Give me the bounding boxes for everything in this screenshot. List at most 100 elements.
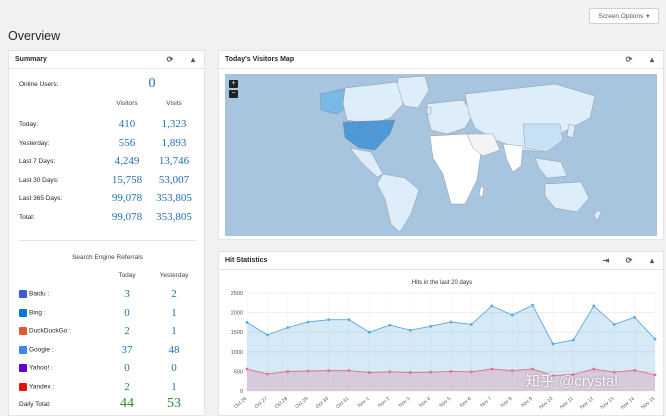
- online-users-label: Online Users:: [19, 81, 59, 88]
- data-point: [572, 338, 575, 342]
- data-point: [612, 370, 616, 374]
- hits-header: Hit Statistics ⇥ ⟳ ▴: [219, 252, 663, 270]
- se-yesterday-value: 1: [171, 306, 177, 319]
- stat-row-visitors: 556: [118, 136, 136, 149]
- search-engine-row: Yahoo! :: [19, 364, 53, 372]
- data-point: [490, 304, 494, 308]
- map-title: Today's Visitors Map: [225, 56, 295, 63]
- search-engine-icon: [19, 345, 27, 354]
- se-today-header: Today: [118, 272, 136, 279]
- refresh-icon[interactable]: ⟳: [625, 256, 633, 265]
- stat-row-visitors: 410: [118, 118, 136, 130]
- se-today-value: 0: [124, 306, 130, 319]
- search-engine-referrals-title: Search Engine Referrals: [72, 254, 143, 261]
- world-map[interactable]: + −: [225, 74, 657, 236]
- summary-header: Summary ⟳ ▴: [9, 51, 204, 69]
- y-tick-label: 2500: [231, 291, 243, 297]
- x-tick-label: Nov 7: [479, 396, 493, 409]
- series-area: [247, 369, 655, 391]
- search-engine-label: Google :: [29, 346, 54, 354]
- data-point: [388, 370, 392, 374]
- x-tick-label: Nov 1: [357, 396, 371, 409]
- stat-row-visits: 1,323: [161, 118, 187, 130]
- data-point: [429, 324, 432, 328]
- screen-options-label: Screen Options: [598, 12, 644, 20]
- data-point: [449, 370, 453, 373]
- x-tick-label: Oct 31: [335, 396, 350, 410]
- data-point: [368, 371, 371, 374]
- map-region-new-zealand: [593, 209, 602, 221]
- search-engine-row: Yandex :: [19, 382, 54, 391]
- data-point: [286, 370, 290, 373]
- stat-row-label: Yesterday:: [19, 139, 50, 147]
- stat-row-label: Total:: [19, 213, 35, 221]
- x-tick-label: Nov 8: [500, 396, 514, 409]
- map-header: Today's Visitors Map ⟳ ▴: [219, 51, 663, 69]
- y-tick-label: 500: [234, 369, 243, 375]
- stat-row-visits: 53,007: [158, 173, 190, 186]
- se-yesterday-value: 2: [171, 288, 177, 300]
- search-engine-row: DuckDuckGo :: [19, 327, 71, 335]
- data-point: [388, 323, 392, 327]
- screen-options-button[interactable]: Screen Options ▾: [589, 8, 659, 24]
- data-point: [572, 373, 575, 376]
- data-point: [612, 322, 616, 326]
- data-point: [470, 370, 473, 374]
- se-yesterday-value: 0: [171, 362, 177, 374]
- stat-row-visits: 1,893: [161, 136, 187, 149]
- data-point: [470, 322, 473, 326]
- watermark: 知乎 @crystal: [525, 373, 618, 390]
- export-icon[interactable]: ⇥: [602, 256, 610, 265]
- zoom-out-button[interactable]: −: [229, 90, 238, 98]
- data-point: [347, 318, 351, 322]
- stat-row-visits: 353,805: [156, 192, 192, 204]
- x-tick-label: Nov 10: [538, 396, 554, 411]
- data-point: [633, 368, 636, 372]
- refresh-icon[interactable]: ⟳: [166, 55, 174, 64]
- stat-row-visitors: 15,758: [111, 173, 143, 186]
- x-tick-label: Nov 5: [438, 396, 452, 409]
- data-point: [408, 328, 412, 332]
- data-point: [449, 320, 453, 324]
- summary-panel: Summary ⟳ ▴ Online Users: 0 Visitors Vis…: [8, 50, 205, 416]
- chevron-down-icon: ▾: [646, 13, 650, 20]
- x-tick-label: Nov 14: [620, 396, 636, 411]
- collapse-toggle-icon[interactable]: ▴: [649, 256, 654, 265]
- hits-chart: 0 500 1000 1500 2000 2500 Oct 26 Oct 27 Oct 28 Oc…: [231, 291, 657, 411]
- data-point: [633, 315, 636, 319]
- data-point: [551, 374, 555, 378]
- collapse-toggle-icon[interactable]: ▴: [190, 55, 195, 64]
- map-region-china: [522, 123, 564, 153]
- map-region-south-america: [376, 173, 420, 233]
- map-region-asia: [464, 83, 596, 153]
- se-today-value: 2: [124, 380, 130, 393]
- y-tick-label: 2000: [231, 311, 243, 317]
- map-region-mexico: [349, 147, 384, 178]
- se-yesterday-value: 1: [171, 325, 177, 337]
- x-tick-label: Oct 26: [233, 396, 248, 410]
- map-region-madagascar: [478, 185, 485, 199]
- stat-row-label: Last 365 Days:: [19, 195, 63, 202]
- se-yesterday-value: 1: [171, 380, 177, 393]
- search-engine-row: Baidu :: [19, 290, 49, 298]
- refresh-icon[interactable]: ⟳: [625, 55, 633, 64]
- search-engine-row: Bing :: [19, 308, 46, 317]
- data-point: [429, 370, 432, 374]
- x-tick-label: Oct 28: [274, 396, 289, 410]
- search-engine-label: Baidu :: [29, 290, 50, 298]
- x-tick-label: Nov 6: [459, 396, 473, 409]
- x-tick-label: Nov 11: [559, 396, 575, 411]
- data-point: [653, 373, 657, 377]
- se-yesterday-value: 48: [168, 343, 180, 356]
- x-tick-label: Oct 29: [294, 396, 309, 410]
- zoom-in-button[interactable]: +: [229, 80, 238, 88]
- data-point: [592, 367, 596, 371]
- map-region-usa: [342, 119, 396, 151]
- collapse-toggle-icon[interactable]: ▴: [649, 55, 654, 64]
- se-yesterday-header: Yesterday: [159, 272, 189, 279]
- x-tick-label: Nov 3: [398, 396, 412, 409]
- x-tick-label: Nov 12: [579, 396, 595, 411]
- daily-total-today: 44: [120, 396, 134, 411]
- x-tick-label: Oct 27: [254, 396, 269, 410]
- y-tick-label: 0: [240, 389, 243, 395]
